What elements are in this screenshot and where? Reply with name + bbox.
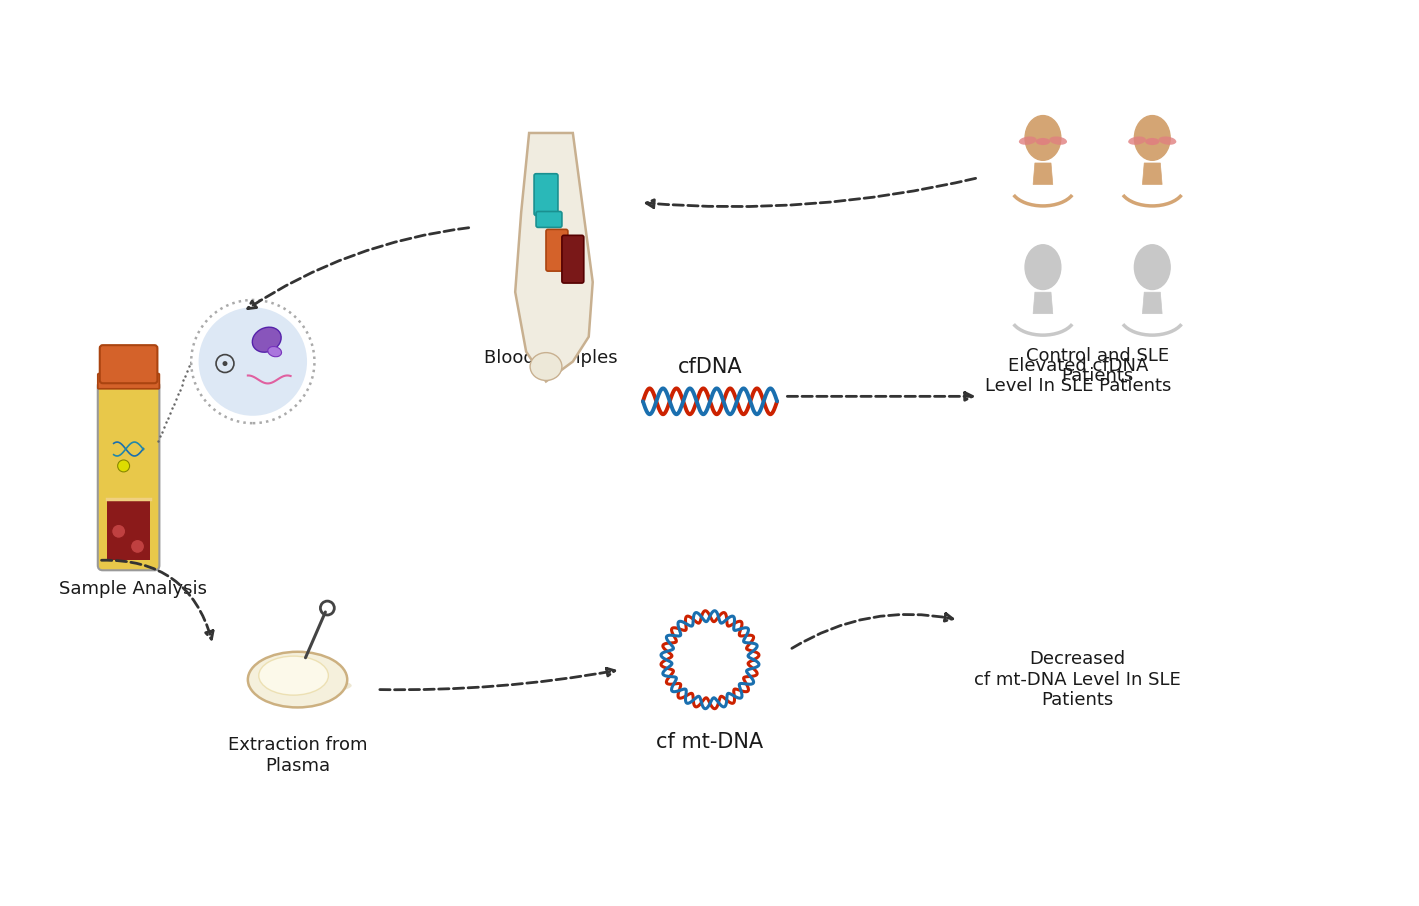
Ellipse shape xyxy=(258,656,328,695)
Polygon shape xyxy=(106,499,150,560)
Text: Extraction from
Plasma: Extraction from Plasma xyxy=(228,737,368,775)
FancyBboxPatch shape xyxy=(98,381,159,570)
FancyBboxPatch shape xyxy=(98,373,159,389)
FancyBboxPatch shape xyxy=(562,236,583,283)
Circle shape xyxy=(223,361,227,366)
Ellipse shape xyxy=(1036,138,1050,145)
Text: Decreased
cf mt-DNA Level In SLE
Patients: Decreased cf mt-DNA Level In SLE Patient… xyxy=(975,650,1181,709)
Ellipse shape xyxy=(1134,245,1171,290)
Polygon shape xyxy=(515,133,593,381)
Text: cf mt-DNA: cf mt-DNA xyxy=(657,732,763,752)
FancyBboxPatch shape xyxy=(536,211,562,227)
Ellipse shape xyxy=(268,346,281,357)
Text: Elevated cfDNA
Level In SLE Patients: Elevated cfDNA Level In SLE Patients xyxy=(985,357,1171,395)
Polygon shape xyxy=(1033,163,1053,185)
Text: Control and SLE
Patients: Control and SLE Patients xyxy=(1026,347,1169,385)
Text: cfDNA: cfDNA xyxy=(678,357,742,377)
Circle shape xyxy=(199,307,307,416)
Text: Sample Analysis: Sample Analysis xyxy=(60,580,207,598)
Ellipse shape xyxy=(1158,137,1176,145)
Circle shape xyxy=(112,525,126,538)
Ellipse shape xyxy=(247,677,352,694)
FancyBboxPatch shape xyxy=(546,229,568,271)
Circle shape xyxy=(131,539,145,554)
Ellipse shape xyxy=(1025,245,1061,290)
Circle shape xyxy=(192,300,315,423)
Ellipse shape xyxy=(1049,137,1067,145)
FancyBboxPatch shape xyxy=(99,345,158,383)
FancyBboxPatch shape xyxy=(534,174,558,216)
Ellipse shape xyxy=(1025,116,1061,160)
Ellipse shape xyxy=(1019,137,1037,145)
Ellipse shape xyxy=(531,352,562,381)
Ellipse shape xyxy=(1128,137,1147,145)
Ellipse shape xyxy=(1145,138,1159,145)
Ellipse shape xyxy=(248,651,348,708)
Ellipse shape xyxy=(1134,116,1171,160)
Polygon shape xyxy=(1142,163,1162,185)
Circle shape xyxy=(118,460,129,472)
Ellipse shape xyxy=(253,327,281,352)
Polygon shape xyxy=(1033,293,1053,313)
Text: Blood Samples: Blood Samples xyxy=(484,349,617,367)
Polygon shape xyxy=(1142,293,1162,313)
